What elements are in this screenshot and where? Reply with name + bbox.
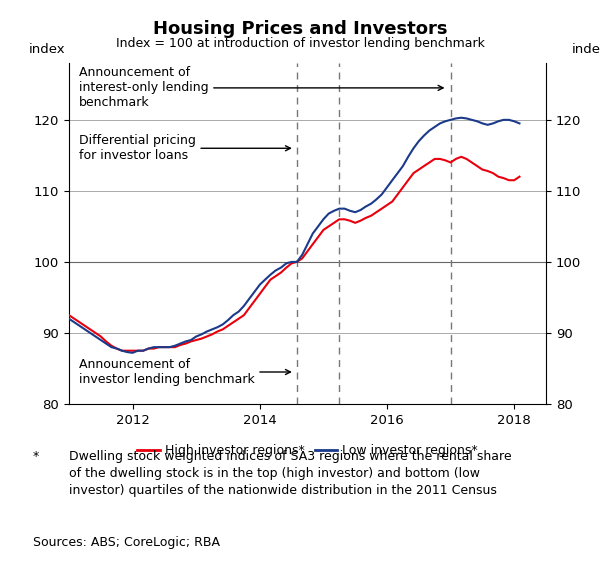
Text: *: * [33,450,39,463]
Text: Housing Prices and Investors: Housing Prices and Investors [153,20,447,38]
Text: index: index [28,43,65,56]
Text: Index = 100 at introduction of investor lending benchmark: Index = 100 at introduction of investor … [116,37,484,50]
Legend: High investor regions*, Low investor regions*: High investor regions*, Low investor reg… [133,439,482,462]
Text: Announcement of
interest-only lending
benchmark: Announcement of interest-only lending be… [79,66,443,109]
Text: index: index [572,43,600,56]
Text: Announcement of
investor lending benchmark: Announcement of investor lending benchma… [79,358,290,386]
Text: Differential pricing
for investor loans: Differential pricing for investor loans [79,134,290,162]
Text: Dwelling stock weighted indices of SA3 regions where the rental share
of the dwe: Dwelling stock weighted indices of SA3 r… [69,450,512,497]
Text: Sources: ABS; CoreLogic; RBA: Sources: ABS; CoreLogic; RBA [33,536,220,549]
